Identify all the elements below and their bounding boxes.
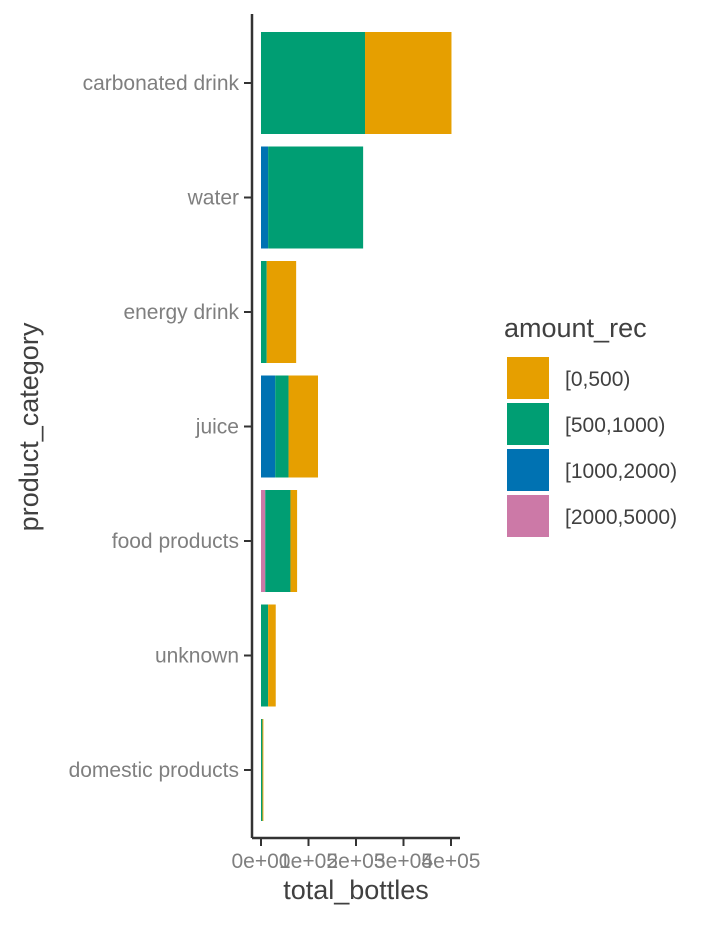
- bar-segment: [262, 719, 264, 821]
- legend: amount_rec [0,500) [500,1000) [1000,2000) […: [504, 313, 677, 537]
- bar-segment: [261, 146, 269, 249]
- bar-segment: [261, 490, 266, 592]
- legend-label: [1000,2000): [565, 460, 677, 483]
- bar-segment: [261, 375, 276, 478]
- legend-swatch: [507, 403, 549, 445]
- y-tick-label: juice: [195, 416, 239, 439]
- bars-layer: [261, 32, 452, 821]
- y-tick-label: energy drink: [123, 301, 239, 324]
- x-tick-label: 2e+05: [327, 850, 386, 873]
- bar-segment: [261, 604, 269, 707]
- bar-segment: [265, 490, 291, 592]
- bar-segment: [268, 146, 364, 249]
- legend-swatch: [507, 449, 549, 491]
- y-tick-label: carbonated drink: [83, 72, 240, 95]
- bar-segment: [261, 261, 267, 363]
- bar-segment: [268, 604, 276, 707]
- y-tick-label: food products: [112, 530, 239, 553]
- x-axis-title: total_bottles: [283, 875, 429, 905]
- y-axis-title: product_category: [14, 322, 44, 531]
- bar-segment: [261, 719, 263, 821]
- bar-segment: [266, 261, 297, 363]
- y-ticks: carbonated drink water energy drink juice fo…: [69, 72, 252, 782]
- legend-swatch: [507, 495, 549, 537]
- legend-swatch: [507, 357, 549, 399]
- x-tick-label: 4e+05: [422, 850, 481, 873]
- y-tick-label: water: [187, 187, 239, 210]
- bar-segment: [275, 375, 289, 478]
- legend-label: [500,1000): [565, 414, 665, 437]
- y-tick-label: domestic products: [69, 759, 239, 782]
- legend-label: [0,500): [565, 368, 630, 391]
- legend-label: [2000,5000): [565, 506, 677, 529]
- x-tick-label: 1e+05: [279, 850, 338, 873]
- bar-segment: [290, 490, 298, 592]
- x-tick-label: 3e+05: [374, 850, 433, 873]
- legend-title: amount_rec: [504, 313, 647, 343]
- x-tick-label: 0e+00: [232, 850, 291, 873]
- bar-segment: [365, 32, 452, 134]
- y-tick-label: unknown: [155, 645, 239, 668]
- bar-segment: [261, 32, 366, 134]
- bar-segment: [288, 375, 318, 478]
